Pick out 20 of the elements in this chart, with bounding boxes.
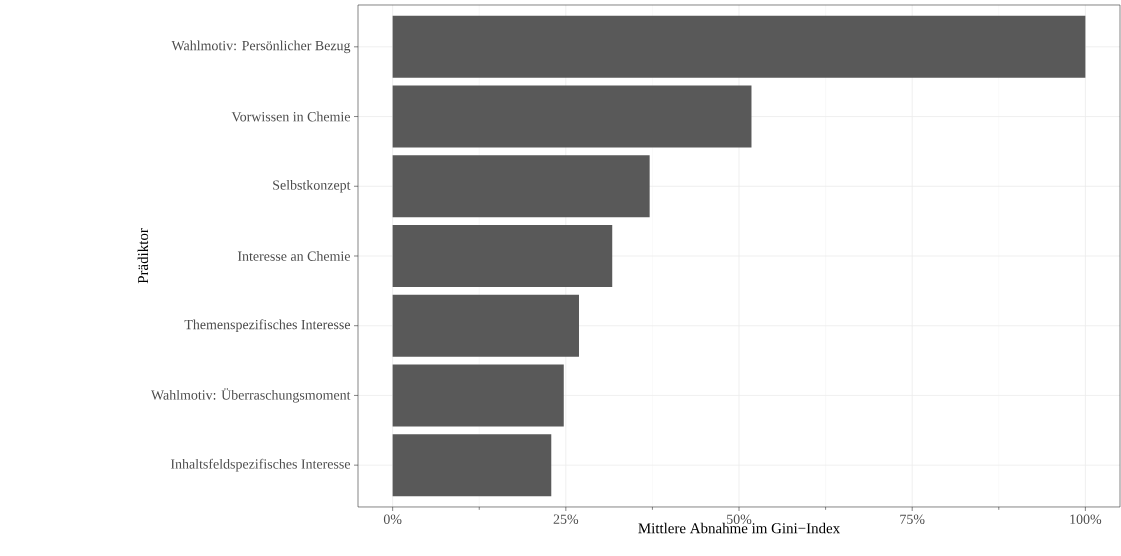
bar bbox=[392, 15, 1086, 78]
x-tick-label: 0% bbox=[383, 514, 402, 524]
y-tick-label: Inhaltsfeldspezifisches Interesse bbox=[170, 458, 351, 472]
bar bbox=[392, 364, 564, 427]
bar bbox=[392, 224, 613, 287]
y-tick-label: Wahlmotiv: Überraschungsmoment bbox=[150, 388, 351, 403]
x-tick-label: 75% bbox=[900, 514, 925, 524]
y-tick-label: Selbstkonzept bbox=[273, 179, 351, 193]
y-axis-title: Prädiktor bbox=[137, 228, 149, 284]
y-tick-label: Interesse an Chemie bbox=[237, 251, 351, 261]
x-tick-label: 100% bbox=[1070, 514, 1102, 524]
y-tick-label: Vorwissen in Chemie bbox=[231, 111, 350, 122]
bar bbox=[392, 85, 752, 148]
bar bbox=[392, 294, 579, 357]
x-tick-label: 50% bbox=[727, 514, 752, 524]
bar bbox=[392, 155, 650, 218]
x-tick-label: 25% bbox=[553, 514, 579, 524]
y-tick-label: Themenspezifisches Interesse bbox=[184, 319, 351, 333]
y-tick-label: Wahlmotiv: Persönlicher Bezug bbox=[171, 40, 351, 54]
bar bbox=[392, 434, 552, 497]
